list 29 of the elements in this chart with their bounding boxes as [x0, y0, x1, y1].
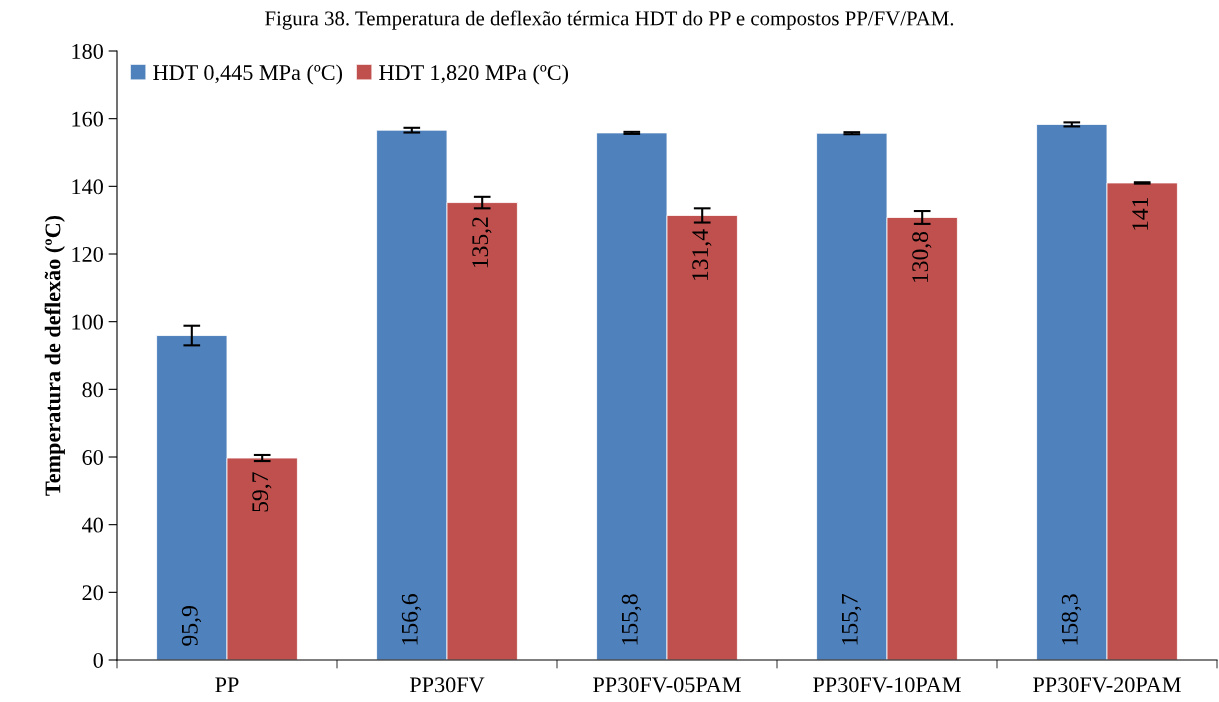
- data-label: 155,8: [621, 594, 642, 645]
- y-tick-label: 140: [72, 179, 103, 195]
- data-label: 158,3: [1061, 594, 1082, 645]
- data-label: 130,8: [912, 231, 932, 283]
- legend-label: HDT 0,445 MPa (ºC): [153, 64, 343, 85]
- data-label: 95,9: [181, 606, 202, 646]
- y-tick-label: 120: [72, 246, 103, 262]
- y-tick-label: 40: [82, 517, 103, 533]
- y-tick-label: 20: [82, 585, 103, 601]
- y-tick-label: 160: [72, 111, 103, 127]
- y-tick-label: 0: [93, 652, 103, 668]
- y-tick-label: 180: [72, 43, 103, 59]
- x-tick-label: PP: [215, 677, 239, 693]
- x-tick-label: PP30FV-05PAM: [593, 677, 741, 693]
- x-tick-label: PP30FV: [409, 677, 485, 693]
- data-label: 141: [1132, 197, 1148, 230]
- y-axis-title: Temperatura de deflexão (ºC): [44, 215, 65, 496]
- data-label: 135,2: [472, 217, 492, 268]
- data-label: 131,4: [692, 229, 712, 281]
- data-label: 155,7: [841, 594, 862, 645]
- x-tick-label: PP30FV-20PAM: [1033, 677, 1181, 693]
- data-label: 59,7: [252, 472, 272, 512]
- y-tick-label: 100: [72, 314, 103, 330]
- y-tick-label: 60: [82, 449, 103, 465]
- x-tick-label: PP30FV-10PAM: [813, 677, 961, 693]
- y-tick-label: 80: [82, 382, 103, 398]
- legend-label: HDT 1,820 MPa (ºC): [379, 64, 569, 85]
- data-label: 156,6: [401, 594, 422, 645]
- chart-title: Figura 38. Temperatura de deflexão térmica HDT do PP e compostos PP/FV/PAM.: [265, 10, 954, 30]
